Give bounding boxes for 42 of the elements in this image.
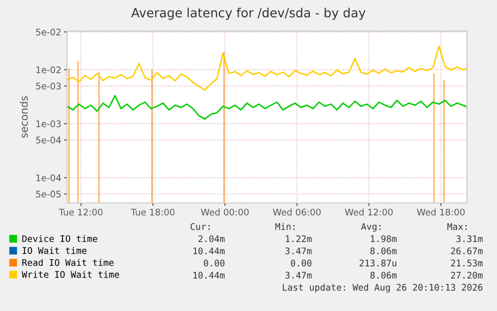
x-tick-label: Wed 12:00: [345, 208, 393, 216]
text: 8.06m: [370, 272, 397, 279]
y-tick-label: 5e-04: [36, 136, 61, 144]
x-tick-label: Tue 12:00: [58, 208, 103, 216]
text: 26.67m: [451, 247, 483, 254]
text: Min:: [275, 222, 295, 230]
text: 1.22m: [286, 235, 312, 242]
x-tick-label: Wed 00:00: [201, 208, 249, 216]
y-tick-label: 1e-04: [36, 174, 61, 182]
text: 2.04m: [198, 235, 225, 242]
y-tick-label: 5e-05: [36, 190, 61, 198]
legend-label: IO Wait time: [22, 246, 86, 254]
text: 3.31m: [456, 235, 483, 242]
legend-label: Device IO time: [22, 235, 98, 242]
text: 3.47m: [285, 247, 312, 254]
text: 10.44m: [193, 272, 225, 279]
y-axis-title: seconds: [20, 96, 28, 138]
line-series: [67, 94, 467, 120]
y-tick-label: 1e-03: [36, 120, 61, 128]
text: 213.87u: [360, 260, 396, 266]
x-tick-label: Wed 18:00: [417, 208, 465, 216]
text: Last update: Wed Aug 26 20:10:13 2026: [282, 284, 482, 293]
text: 0.00: [204, 260, 224, 266]
text: Cur:: [190, 223, 210, 230]
chart-title: Average latency for /dev/sda - by day: [131, 8, 366, 20]
text: Avg:: [361, 223, 381, 232]
y-tick-label: 1e-02: [36, 66, 61, 74]
text: 8.06m: [370, 247, 397, 254]
text: 21.53m: [451, 260, 483, 266]
y-tick-label: 5e-02: [36, 28, 61, 36]
legend-label: Read IO Wait time: [22, 258, 114, 266]
text: Max:: [447, 223, 467, 230]
line-series: [67, 46, 467, 91]
text: 0.00: [290, 260, 312, 266]
y-tick-label: 5e-03: [36, 82, 61, 90]
text: 27.20m: [451, 272, 483, 279]
x-tick-label: Tue 18:00: [130, 208, 175, 216]
x-tick-label: Wed 06:00: [273, 208, 321, 216]
text: 10.44m: [193, 247, 225, 254]
legend-label: Write IO Wait time: [22, 270, 120, 278]
text: 3.47m: [285, 272, 312, 279]
text: 1.98m: [370, 235, 397, 242]
